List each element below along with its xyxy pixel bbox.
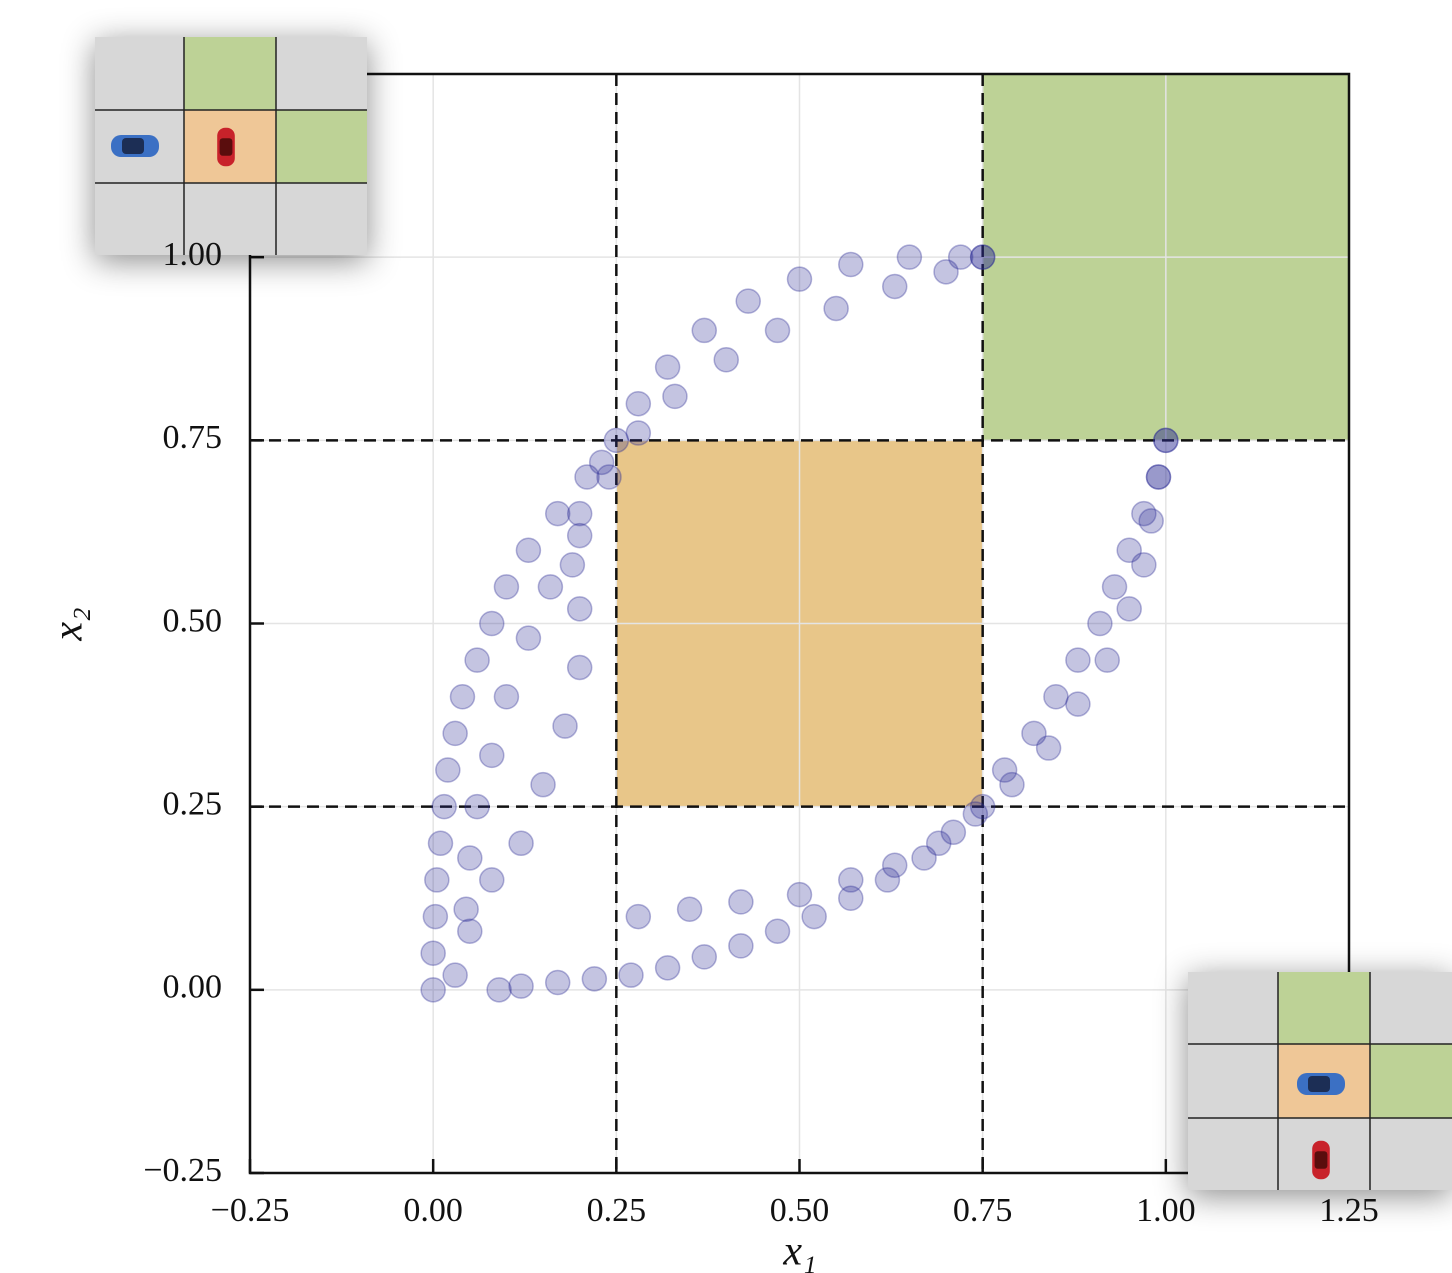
y-tick-label: 0.50 xyxy=(163,602,223,639)
x-tick-label: 0.25 xyxy=(587,1192,647,1229)
scatter-point xyxy=(428,831,452,855)
scatter-point xyxy=(927,831,951,855)
y-tick-label: 0.75 xyxy=(163,419,223,456)
scatter-point xyxy=(1066,648,1090,672)
scatter-point xyxy=(531,773,555,797)
scatter-point xyxy=(626,905,650,929)
scatter-point xyxy=(509,831,533,855)
inset-bottom-right xyxy=(1188,972,1452,1190)
scatter-point xyxy=(626,421,650,445)
scatter-point xyxy=(663,384,687,408)
scatter-point xyxy=(1117,597,1141,621)
scatter-point xyxy=(729,890,753,914)
scatter-point xyxy=(678,897,702,921)
scatter-point xyxy=(604,428,628,452)
scatter-point xyxy=(443,963,467,987)
scatter-point xyxy=(568,502,592,526)
x-tick-label: 0.50 xyxy=(770,1192,830,1229)
scatter-point xyxy=(553,714,577,738)
scatter-point xyxy=(568,655,592,679)
scatter-point xyxy=(436,758,460,782)
scatter-point xyxy=(516,626,540,650)
scatter-point xyxy=(480,743,504,767)
scatter-point xyxy=(590,450,614,474)
scatter-point xyxy=(568,524,592,548)
scatter-point xyxy=(546,971,570,995)
scatter-point xyxy=(1037,736,1061,760)
scatter-point xyxy=(582,967,606,991)
y-tick-label: 0.25 xyxy=(163,785,223,822)
scatter-point xyxy=(714,348,738,372)
scatter-point xyxy=(1044,685,1068,709)
scatter-point xyxy=(971,245,995,269)
scatter-point xyxy=(692,945,716,969)
x-tick-label: 1.00 xyxy=(1136,1192,1196,1229)
scatter-point xyxy=(619,963,643,987)
x-tick-label: 0.00 xyxy=(403,1192,463,1229)
scatter-point xyxy=(788,267,812,291)
scatter-point xyxy=(656,355,680,379)
scatter-point xyxy=(897,245,921,269)
scatter-point xyxy=(443,721,467,745)
scatter-point xyxy=(934,260,958,284)
scatter-point xyxy=(1154,428,1178,452)
y-tick-label: −0.25 xyxy=(143,1152,222,1189)
scatter-point xyxy=(546,502,570,526)
scatter-point xyxy=(839,252,863,276)
y-tick-label: 1.00 xyxy=(163,236,223,273)
scatter-point xyxy=(538,575,562,599)
scatter-point xyxy=(656,956,680,980)
scatter-point xyxy=(1088,612,1112,636)
scatter-point xyxy=(560,553,584,577)
scatter-point xyxy=(692,318,716,342)
scatter-point xyxy=(1147,465,1171,489)
scatter-point xyxy=(729,934,753,958)
scatter-point xyxy=(516,538,540,562)
scatter-point xyxy=(450,685,474,709)
scatter-point xyxy=(568,597,592,621)
scatter-point xyxy=(425,868,449,892)
scatter-point xyxy=(480,612,504,636)
scatter-point xyxy=(494,685,518,709)
scatter-point xyxy=(1103,575,1127,599)
scatter-point xyxy=(626,392,650,416)
inset-top-left xyxy=(95,37,367,255)
scatter-point xyxy=(766,919,790,943)
y-axis-label: x₂ xyxy=(46,607,92,641)
scatter-point xyxy=(421,941,445,965)
scatter-point xyxy=(788,883,812,907)
scatter-point xyxy=(458,919,482,943)
x-tick-label: 1.25 xyxy=(1319,1192,1379,1229)
scatter-point xyxy=(883,853,907,877)
scatter-point xyxy=(494,575,518,599)
scatter-point xyxy=(963,802,987,826)
scatter-point xyxy=(1066,692,1090,716)
plot-area xyxy=(250,74,1349,1173)
scatter-point xyxy=(423,905,447,929)
chart: x₁ x₂ −0.25 0.00 0.25 0.50 0.75 1.00 1.25 −0.25… xyxy=(0,0,1452,1273)
scatter-point xyxy=(509,974,533,998)
scatter-point xyxy=(736,289,760,313)
scatter-point xyxy=(766,318,790,342)
x-axis-label: x₁ xyxy=(782,1229,816,1273)
scatter-point xyxy=(454,897,478,921)
scatter-point xyxy=(465,648,489,672)
scatter-point xyxy=(487,978,511,1002)
scatter-point xyxy=(480,868,504,892)
scatter-point xyxy=(883,274,907,298)
scatter-point xyxy=(824,296,848,320)
scatter-point xyxy=(1139,509,1163,533)
scatter-point xyxy=(802,905,826,929)
x-tick-label: −0.25 xyxy=(211,1192,290,1229)
scatter-point xyxy=(432,795,456,819)
scatter-point xyxy=(458,846,482,870)
scatter-point xyxy=(1132,553,1156,577)
y-tick-label: 0.00 xyxy=(163,969,223,1006)
scatter-point xyxy=(421,978,445,1002)
x-tick-label: 0.75 xyxy=(953,1192,1013,1229)
scatter-point xyxy=(1095,648,1119,672)
scatter-point xyxy=(839,868,863,892)
scatter-point xyxy=(465,795,489,819)
scatter-point xyxy=(1000,773,1024,797)
